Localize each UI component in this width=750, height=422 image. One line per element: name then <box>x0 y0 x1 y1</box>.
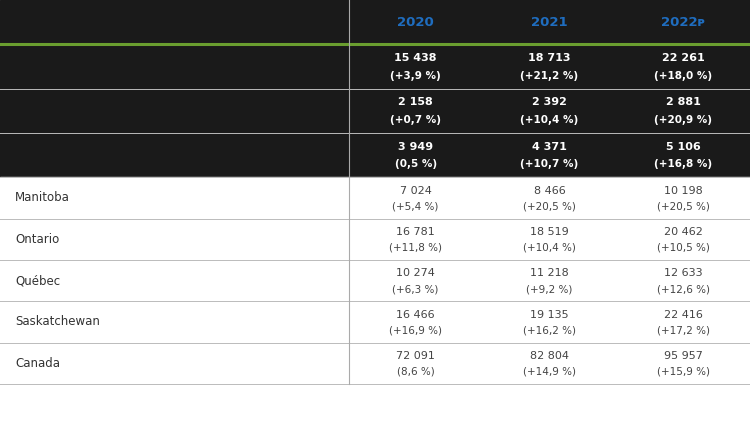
Bar <box>0 133 750 177</box>
Text: 22 416: 22 416 <box>664 310 703 320</box>
Text: Québec: Québec <box>15 274 60 287</box>
Text: 15 438: 15 438 <box>394 53 436 63</box>
Text: (+12,6 %): (+12,6 %) <box>657 284 710 294</box>
Text: Ontario: Ontario <box>15 233 59 246</box>
Text: 95 957: 95 957 <box>664 351 703 361</box>
Text: 2 881: 2 881 <box>666 97 700 107</box>
Text: (+9,2 %): (+9,2 %) <box>526 284 572 294</box>
Text: (+15,9 %): (+15,9 %) <box>657 367 710 377</box>
Text: 82 804: 82 804 <box>530 351 568 361</box>
Text: (0,5 %): (0,5 %) <box>394 160 436 169</box>
Text: (+10,7 %): (+10,7 %) <box>520 160 578 169</box>
Text: (+18,0 %): (+18,0 %) <box>654 71 712 81</box>
Text: 16 781: 16 781 <box>396 227 435 237</box>
Text: 10 198: 10 198 <box>664 186 703 196</box>
Bar <box>0 301 750 343</box>
Text: 10 274: 10 274 <box>396 268 435 279</box>
Text: (+3,9 %): (+3,9 %) <box>390 71 441 81</box>
Text: (+0,7 %): (+0,7 %) <box>390 115 441 125</box>
Text: 7 024: 7 024 <box>400 186 431 196</box>
Text: (+21,2 %): (+21,2 %) <box>520 71 578 81</box>
Text: 2021: 2021 <box>531 16 568 29</box>
Text: (+20,5 %): (+20,5 %) <box>657 201 710 211</box>
Text: (+10,4 %): (+10,4 %) <box>520 115 578 125</box>
Text: (+11,8 %): (+11,8 %) <box>389 243 442 253</box>
Text: (+17,2 %): (+17,2 %) <box>657 325 710 335</box>
Text: (+14,9 %): (+14,9 %) <box>523 367 576 377</box>
Text: 20 462: 20 462 <box>664 227 703 237</box>
Text: 22 261: 22 261 <box>662 53 704 63</box>
Text: 12 633: 12 633 <box>664 268 703 279</box>
Text: 19 135: 19 135 <box>530 310 568 320</box>
Text: 18 519: 18 519 <box>530 227 568 237</box>
Text: (+10,4 %): (+10,4 %) <box>523 243 576 253</box>
Text: (+10,5 %): (+10,5 %) <box>657 243 710 253</box>
Text: 2 392: 2 392 <box>532 97 567 107</box>
Bar <box>0 219 750 260</box>
Text: 2 158: 2 158 <box>398 97 433 107</box>
Bar <box>0 177 750 219</box>
Bar <box>0 44 750 89</box>
Text: (+16,8 %): (+16,8 %) <box>654 160 712 169</box>
Text: 72 091: 72 091 <box>396 351 435 361</box>
Text: 4 371: 4 371 <box>532 142 567 151</box>
Text: (+5,4 %): (+5,4 %) <box>392 201 439 211</box>
Text: (+6,3 %): (+6,3 %) <box>392 284 439 294</box>
Text: 5 106: 5 106 <box>666 142 700 151</box>
Text: Saskatchewan: Saskatchewan <box>15 316 100 328</box>
Text: 3 949: 3 949 <box>398 142 433 151</box>
Bar <box>0 89 750 133</box>
Bar <box>0 260 750 301</box>
Text: 18 713: 18 713 <box>528 53 571 63</box>
Text: Canada: Canada <box>15 357 60 370</box>
Text: (+20,5 %): (+20,5 %) <box>523 201 576 211</box>
Text: 16 466: 16 466 <box>396 310 435 320</box>
Text: 8 466: 8 466 <box>533 186 566 196</box>
Text: 2022ᴘ: 2022ᴘ <box>662 16 705 29</box>
Text: (8,6 %): (8,6 %) <box>397 367 434 377</box>
Text: (+16,2 %): (+16,2 %) <box>523 325 576 335</box>
Text: (+20,9 %): (+20,9 %) <box>654 115 712 125</box>
Text: 11 218: 11 218 <box>530 268 568 279</box>
Bar <box>0 0 750 44</box>
Text: 2020: 2020 <box>398 16 434 29</box>
Bar <box>0 343 750 384</box>
Text: (+16,9 %): (+16,9 %) <box>389 325 442 335</box>
Text: Manitoba: Manitoba <box>15 192 70 204</box>
